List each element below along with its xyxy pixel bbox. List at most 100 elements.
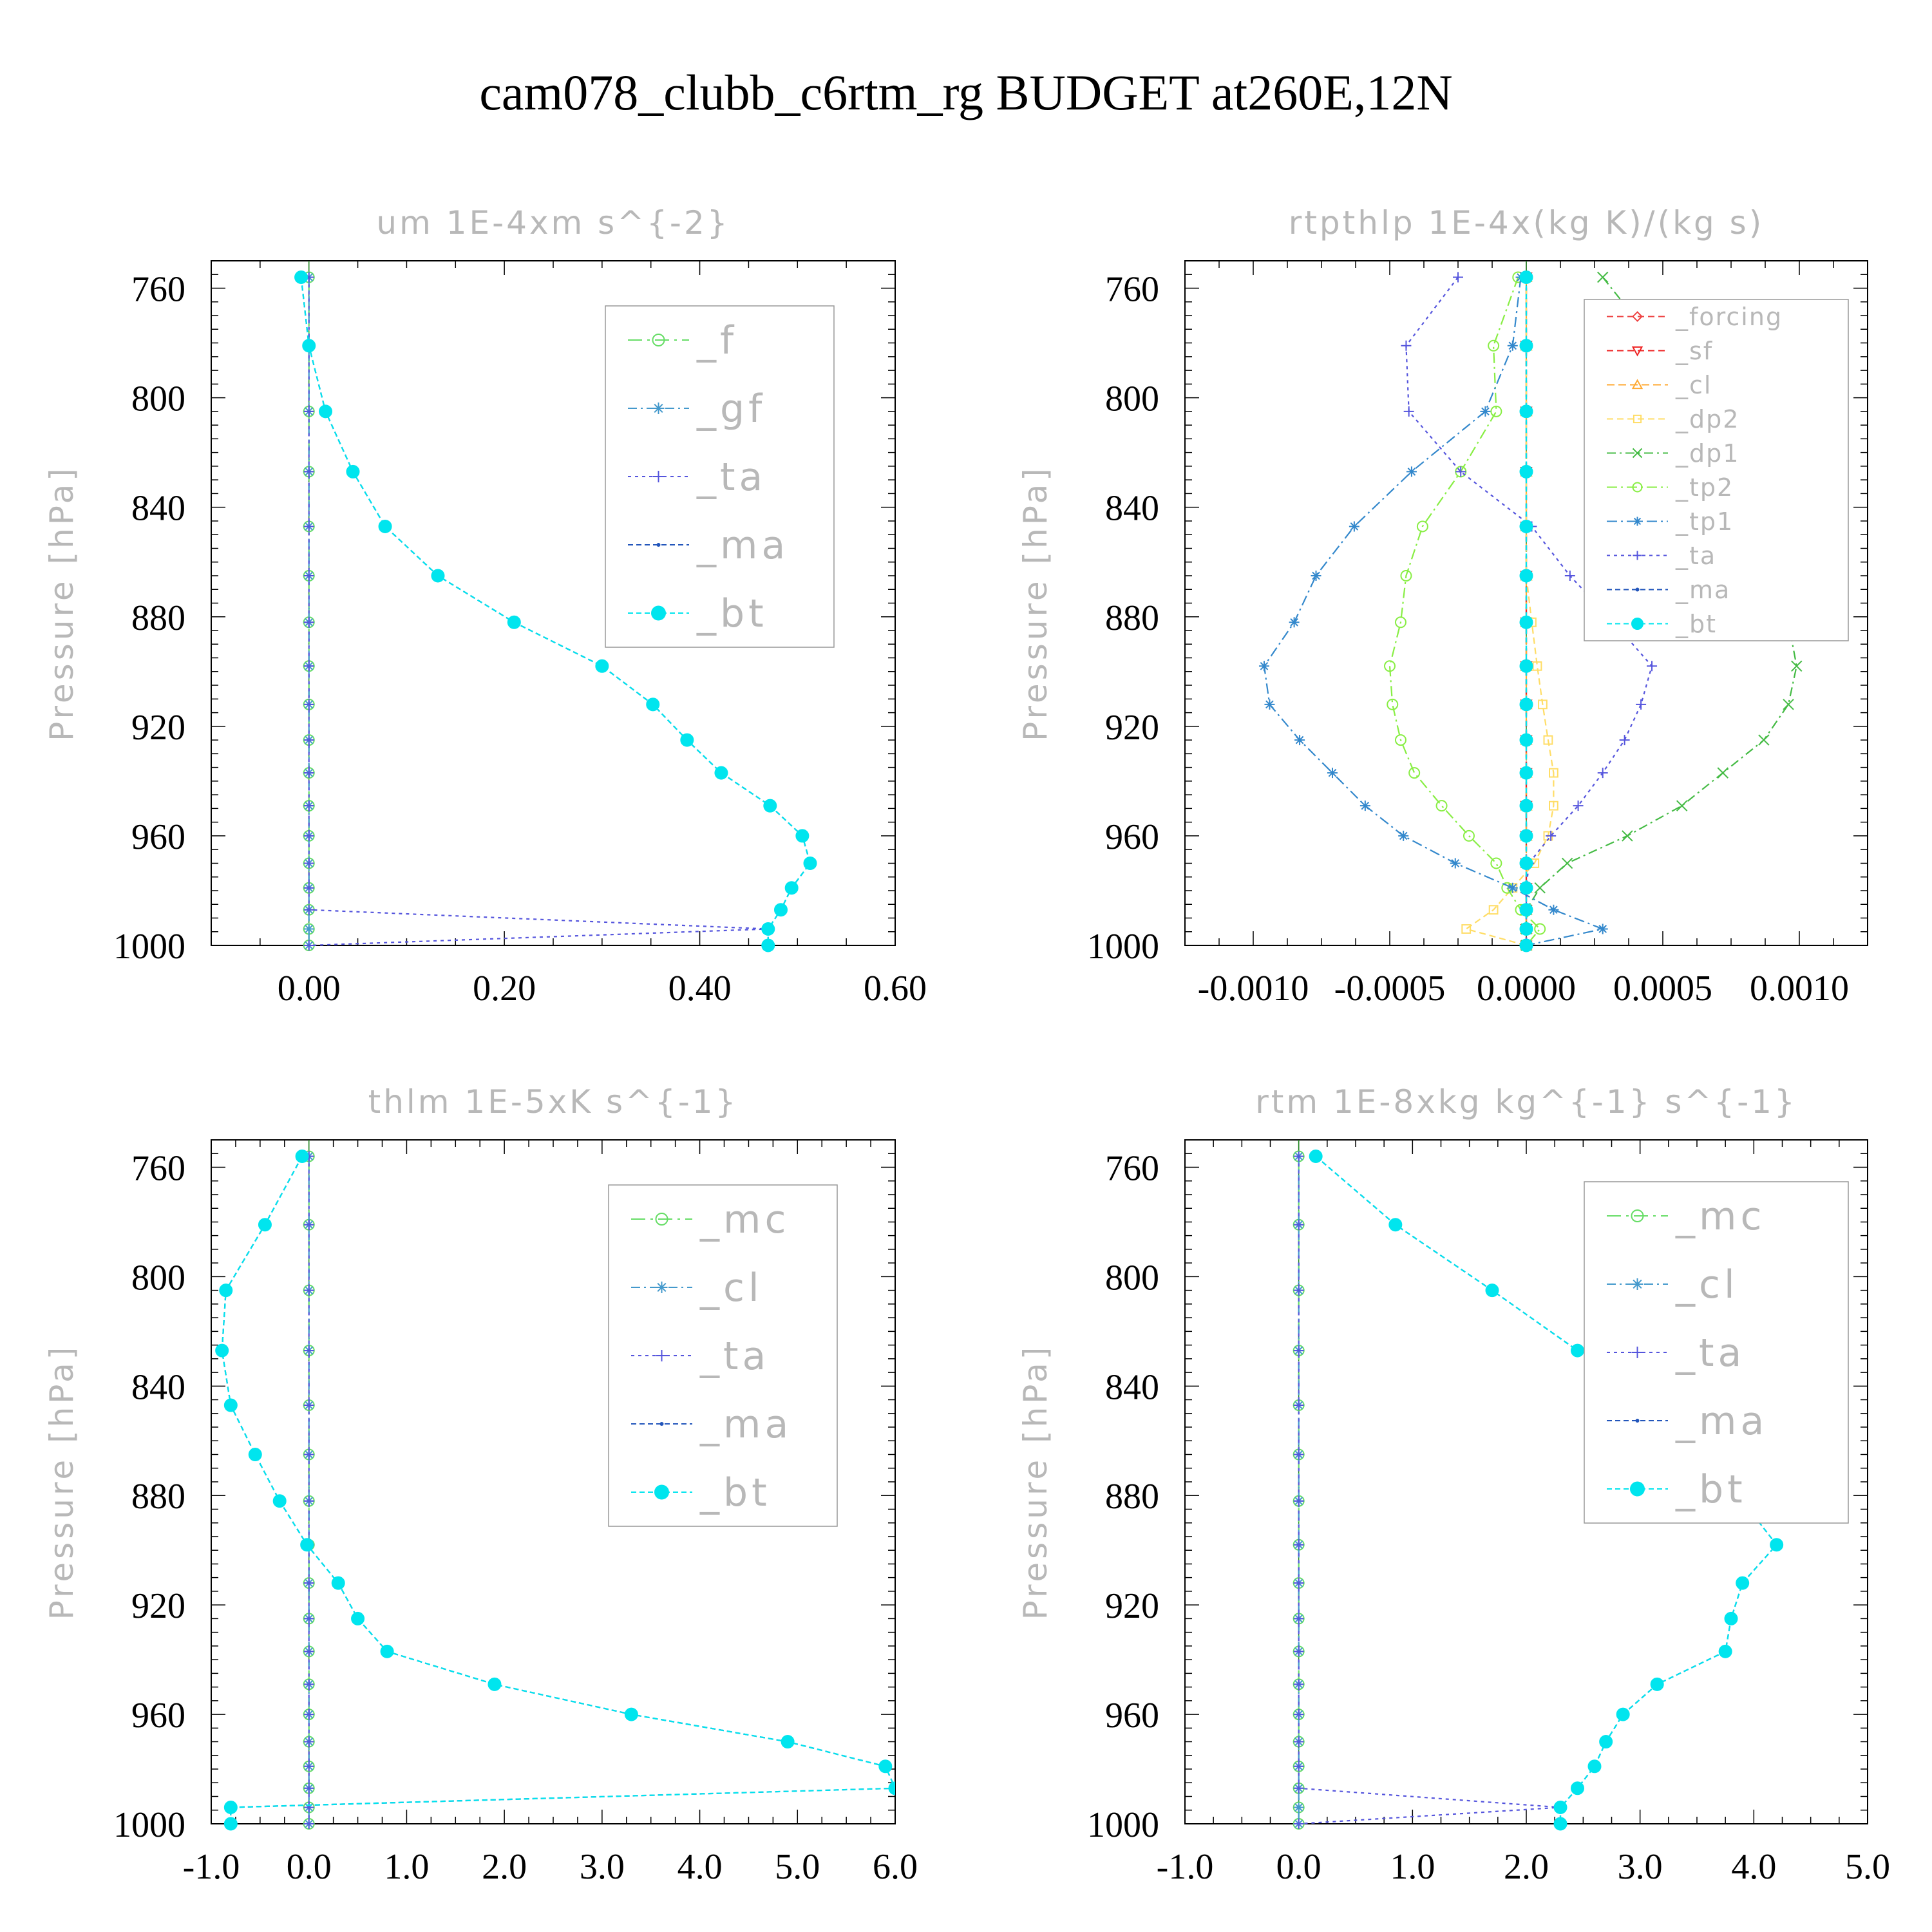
legend-marker — [1631, 379, 1643, 390]
data-point-tp1 — [1289, 617, 1300, 628]
x-tick-label: 0.00 — [278, 969, 341, 1009]
legend-marker — [654, 1484, 669, 1500]
data-point-ta — [1403, 406, 1414, 417]
y-tick-label: 760 — [131, 1148, 185, 1188]
data-point-ta — [303, 1761, 314, 1772]
data-point-ta — [303, 1400, 314, 1411]
data-point-ta — [303, 768, 314, 779]
data-point-bt — [1519, 464, 1533, 478]
y-tick-label: 920 — [131, 1586, 185, 1626]
legend-marker — [1635, 1419, 1640, 1423]
legend-label: _bt — [696, 591, 768, 636]
legend-marker — [655, 1213, 668, 1226]
legend-label: _dp1 — [1675, 439, 1739, 468]
y-axis-label: Pressure [hPa] — [1017, 465, 1054, 741]
chart-panel-4: rtm 1E-8xkg kg^{-1} s^{-1} Pressure [hPa]… — [1017, 1083, 1890, 1887]
x-tick-label: 6.0 — [873, 1847, 918, 1887]
data-point-cl — [1293, 1802, 1304, 1813]
legend-marker — [1631, 1209, 1644, 1222]
legend-marker — [1635, 587, 1640, 592]
data-point-ta — [1453, 272, 1463, 283]
chart-panel-3: thlm 1E-5xK s^{-1} Pressure [hPa] 760 800 84… — [43, 1083, 918, 1887]
y-tick-label: 880 — [1105, 1477, 1159, 1517]
y-tick-label: 880 — [1105, 598, 1159, 638]
data-point-bt — [1519, 799, 1533, 813]
legend-marker — [652, 334, 665, 346]
data-point-ta — [303, 1495, 314, 1506]
data-point-tp2 — [1387, 698, 1399, 710]
series-line-tp1 — [1263, 277, 1605, 947]
data-point-tp2 — [1435, 800, 1448, 812]
data-point-bt — [1553, 1817, 1567, 1831]
legend-marker — [1632, 311, 1643, 322]
data-point-dp2 — [1488, 905, 1499, 915]
data-point-tp1 — [1480, 406, 1491, 417]
legend-marker — [1631, 1278, 1643, 1290]
data-point-ta — [1293, 1400, 1304, 1411]
data-point-dp1 — [1783, 699, 1794, 710]
data-point-ta — [303, 882, 314, 893]
y-tick-label: 960 — [131, 817, 185, 857]
data-point-ta — [1293, 1709, 1304, 1720]
x-tick-label: 3.0 — [1618, 1847, 1663, 1887]
data-point-bt — [1519, 569, 1533, 583]
series-line-bt — [221, 1155, 895, 1824]
legend-label: _f — [696, 318, 737, 363]
y-tick-label: 920 — [131, 708, 185, 748]
data-point-ta — [303, 1783, 314, 1794]
data-point-bt — [1718, 1644, 1732, 1658]
legend: _mc _cl _ta _ma _bt — [608, 1184, 838, 1527]
data-point-bt — [624, 1707, 638, 1721]
series-line-dp1 — [1525, 276, 1797, 945]
x-tick-label: 1.0 — [1390, 1847, 1435, 1887]
data-point-tp1 — [1450, 858, 1461, 869]
data-point-dp1 — [1561, 857, 1573, 869]
data-point-bt — [773, 903, 788, 917]
data-point-bt — [1519, 339, 1533, 353]
legend-marker — [1631, 618, 1643, 630]
data-point-ta — [303, 1285, 314, 1296]
data-point-bt — [431, 569, 445, 583]
data-point-dp1 — [1676, 800, 1688, 811]
data-point-bt — [219, 1283, 233, 1298]
data-point-tp1 — [1327, 768, 1338, 779]
data-point-ta — [303, 735, 314, 746]
y-tick-label: 880 — [131, 598, 185, 638]
y-tick-label: 1000 — [1087, 927, 1159, 967]
chart-panel-2: rtpthlp 1E-4x(kg K)/(kg s) Pressure [hPa]… — [1017, 204, 1868, 1009]
data-point-bt — [1519, 519, 1533, 533]
data-point-dp2 — [1461, 924, 1472, 934]
data-point-ta — [303, 1819, 314, 1829]
data-point-ta — [1293, 1539, 1304, 1550]
x-tick-label: 2.0 — [482, 1847, 527, 1887]
legend-label: _bt — [1675, 1467, 1747, 1512]
data-point-tp2 — [1488, 339, 1500, 352]
data-point-ta — [1293, 1783, 1304, 1794]
legend-label: _ma — [699, 1402, 792, 1447]
data-point-bt — [319, 404, 333, 419]
data-point-bt — [1388, 1218, 1403, 1232]
data-point-ta — [303, 1709, 314, 1720]
data-point-bt — [215, 1343, 229, 1358]
x-tick-label: 4.0 — [677, 1847, 723, 1887]
data-point-bt — [803, 856, 817, 870]
legend: _mc _cl _ta _ma _bt — [1584, 1181, 1849, 1524]
data-point-ta — [1401, 340, 1412, 351]
x-tick-label: 0.0010 — [1750, 969, 1849, 1009]
legend-marker — [1631, 1347, 1643, 1358]
data-point-bt — [1599, 1735, 1613, 1749]
data-point-bt — [223, 1817, 238, 1831]
data-point-bt — [1519, 766, 1533, 780]
x-tick-label: 2.0 — [1504, 1847, 1549, 1887]
data-point-bt — [1736, 1576, 1750, 1590]
data-point-bt — [888, 1781, 895, 1795]
series-line-dp2 — [1464, 277, 1555, 947]
panel-title: thlm 1E-5xK s^{-1} — [368, 1083, 739, 1121]
data-point-bt — [1616, 1707, 1630, 1721]
data-point-bt — [795, 829, 810, 843]
x-tick-label: 4.0 — [1731, 1847, 1776, 1887]
data-point-ta — [1293, 1285, 1304, 1296]
series-group — [1258, 270, 1803, 952]
data-point-tp2 — [1394, 616, 1406, 629]
